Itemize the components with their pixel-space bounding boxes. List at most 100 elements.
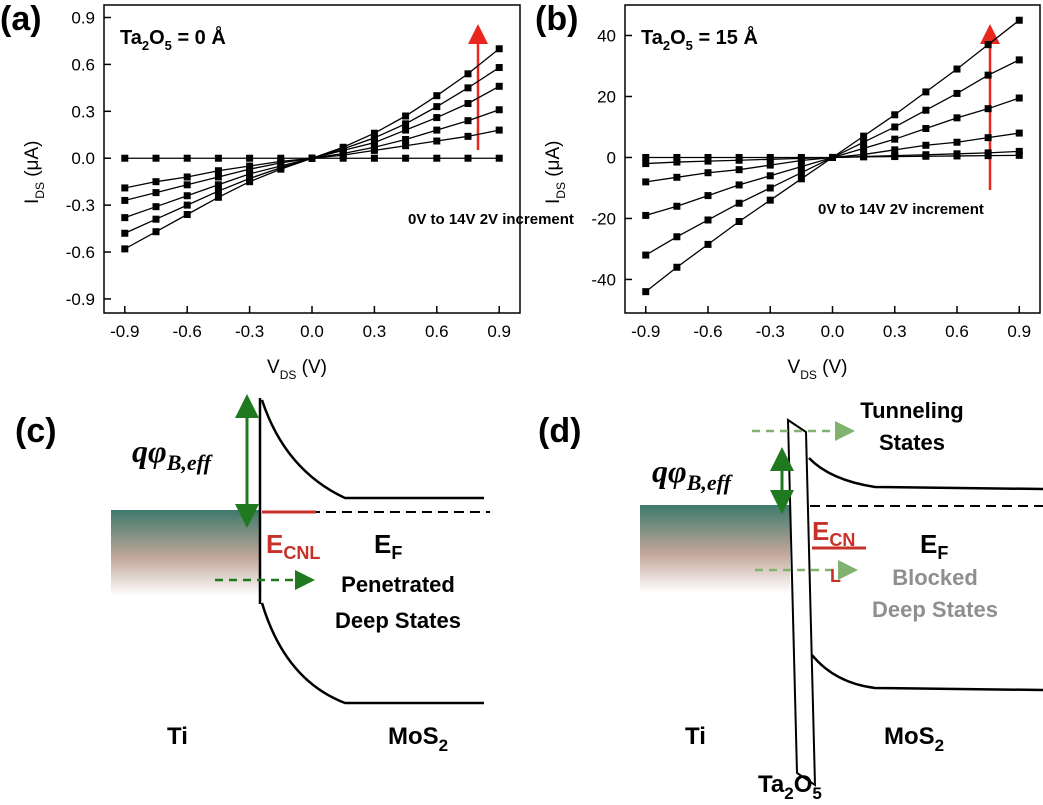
marker [1015,94,1023,102]
marker [1015,147,1023,155]
marker [984,71,992,79]
marker [433,103,441,111]
oxide-layer [786,418,817,787]
marker [152,215,160,223]
marker [152,178,160,186]
annotation-sub: 5 [165,38,172,53]
barrier-main: qφ [652,453,687,489]
valence-band [260,602,484,705]
y-axis-label-part: (μA) [22,140,43,182]
marker [673,263,681,271]
tunneling-label: Tunneling [860,398,963,423]
x-axis-label-part: (V) [296,357,327,378]
x-tick-label: 0.0 [300,322,324,341]
panel-label: (a) [0,0,42,38]
marker [922,88,930,96]
marker [642,211,650,219]
marker [370,134,378,142]
marker [402,112,410,120]
marker [922,141,930,149]
y-tick-label: 0 [607,148,616,167]
semiconductor-label: MoS2 [388,723,448,755]
x-axis-label-sub: DS [800,368,817,382]
marker [214,193,222,201]
marker [891,111,899,119]
marker [495,82,503,90]
marker [495,154,503,162]
x-tick-label: 0.9 [487,322,511,341]
marker [214,187,222,195]
ef-sub: F [937,543,948,563]
marker [464,154,472,162]
states-label: Deep States [335,608,461,633]
marker [152,203,160,211]
marker [402,142,410,150]
annotation-part: = 15 Å [693,25,758,49]
marker [464,117,472,125]
x-axis-label: VDS (V) [788,357,848,382]
ecnl-sub: L [830,566,841,586]
marker [152,189,160,197]
marker [860,144,868,152]
y-tick-label: 0.0 [71,149,95,168]
marker [953,138,961,146]
marker [308,154,316,162]
marker [673,153,681,161]
ecnl-main: E [266,529,283,559]
x-axis-label: VDS (V) [267,357,327,382]
barrier-main: qφ [132,433,167,469]
marker [922,152,930,160]
tunneling-label: States [879,430,945,455]
annotation-sub: 2 [663,38,670,53]
marker [891,146,899,154]
marker [1015,16,1023,24]
annotation-part: = 0 Å [172,25,226,49]
y-axis-label-part: I [22,199,43,204]
ecnl-label: ECNL [266,529,320,563]
marker [433,126,441,134]
marker [984,41,992,49]
panel-label: (c) [15,412,57,450]
x-tick-label: -0.3 [235,322,264,341]
ef-label: EF [920,529,948,563]
marker [797,153,805,161]
marker [214,154,222,162]
diagram-c [111,394,490,705]
marker [704,192,712,200]
marker [183,201,191,209]
barrier-label: qφB,eff [652,453,734,495]
marker [797,169,805,177]
marker [829,153,836,161]
metal-fill [111,510,259,596]
marker [704,216,712,224]
marker [121,196,129,204]
marker [704,153,712,161]
marker [433,154,441,162]
y-axis-label-part: (μA) [543,140,564,182]
marker [246,162,254,170]
diagram-d [640,418,1043,787]
marker [953,89,961,97]
marker [735,153,743,161]
marker [766,172,774,180]
ef-label: EF [374,529,402,563]
x-tick-label: -0.9 [631,322,660,341]
series-line [124,85,500,219]
marker [766,161,774,169]
marker [642,160,650,168]
metal-label: Ti [685,723,706,750]
marker [766,184,774,192]
y-tick-label: 0.3 [71,102,95,121]
x-tick-label: 0.6 [425,322,449,341]
marker [214,173,222,181]
marker [766,196,774,204]
marker [183,173,191,181]
note: 0V to 14V 2V increment [818,201,984,218]
conduction-band [808,457,1043,491]
marker [735,218,743,226]
marker [183,192,191,200]
ins-main: Ta [758,771,785,798]
marker [121,229,129,237]
marker [370,146,378,154]
marker [464,132,472,140]
